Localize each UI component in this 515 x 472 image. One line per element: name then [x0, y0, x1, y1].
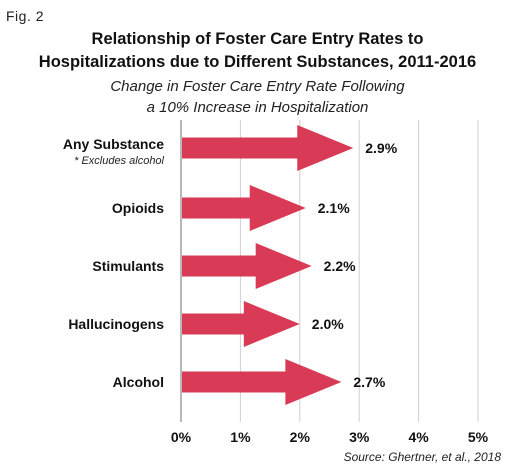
- label-layer: 2.9% Any Substance * Excludes alcohol 2.1% O…: [63, 136, 398, 390]
- chart-subtitle-line-2: a 10% Increase in Hospitalization: [146, 99, 369, 116]
- x-tick-label-2: 2%: [290, 429, 311, 445]
- value-label-stimulants: 2.2%: [324, 258, 356, 274]
- arrow-bar-stimulants: [182, 243, 312, 289]
- value-label-any-substance: 2.9%: [365, 140, 397, 156]
- arrow-bar-any-substance: [182, 125, 354, 171]
- x-tick-label-3: 3%: [349, 429, 370, 445]
- category-label-hallucinogens: Hallucinogens: [68, 316, 164, 332]
- chart-title-line-1: Relationship of Foster Care Entry Rates …: [91, 30, 424, 48]
- source-note: Source: Ghertner, et al., 2018: [343, 450, 501, 464]
- chart-title: Relationship of Foster Care Entry Rates …: [0, 28, 515, 74]
- chart-subtitle: Change in Foster Care Entry Rate Followi…: [0, 76, 515, 118]
- category-label-opioids: Opioids: [112, 200, 164, 216]
- value-label-alcohol: 2.7%: [353, 374, 385, 390]
- chart-title-line-2: Hospitalizations due to Different Substa…: [38, 53, 477, 71]
- x-tick-label-0: 0%: [171, 429, 192, 445]
- figure-label: Fig. 2: [6, 8, 45, 24]
- x-tick-label-4: 4%: [408, 429, 429, 445]
- arrow-bar-opioids: [182, 185, 306, 231]
- arrow-layer: [182, 125, 354, 405]
- value-label-opioids: 2.1%: [318, 200, 350, 216]
- arrow-bar-hallucinogens: [182, 301, 300, 347]
- chart-subtitle-line-1: Change in Foster Care Entry Rate Followi…: [110, 78, 405, 95]
- category-label-alcohol: Alcohol: [113, 374, 164, 390]
- arrow-bar-alcohol: [182, 359, 342, 405]
- category-label-any-substance: Any Substance: [63, 136, 164, 152]
- tick-layer: 0% 1% 2% 3% 4% 5%: [171, 429, 489, 445]
- category-label-stimulants: Stimulants: [92, 258, 164, 274]
- x-tick-label-5: 5%: [468, 429, 489, 445]
- category-note-any-substance: * Excludes alcohol: [74, 155, 164, 167]
- value-label-hallucinogens: 2.0%: [312, 316, 344, 332]
- x-tick-label-1: 1%: [230, 429, 251, 445]
